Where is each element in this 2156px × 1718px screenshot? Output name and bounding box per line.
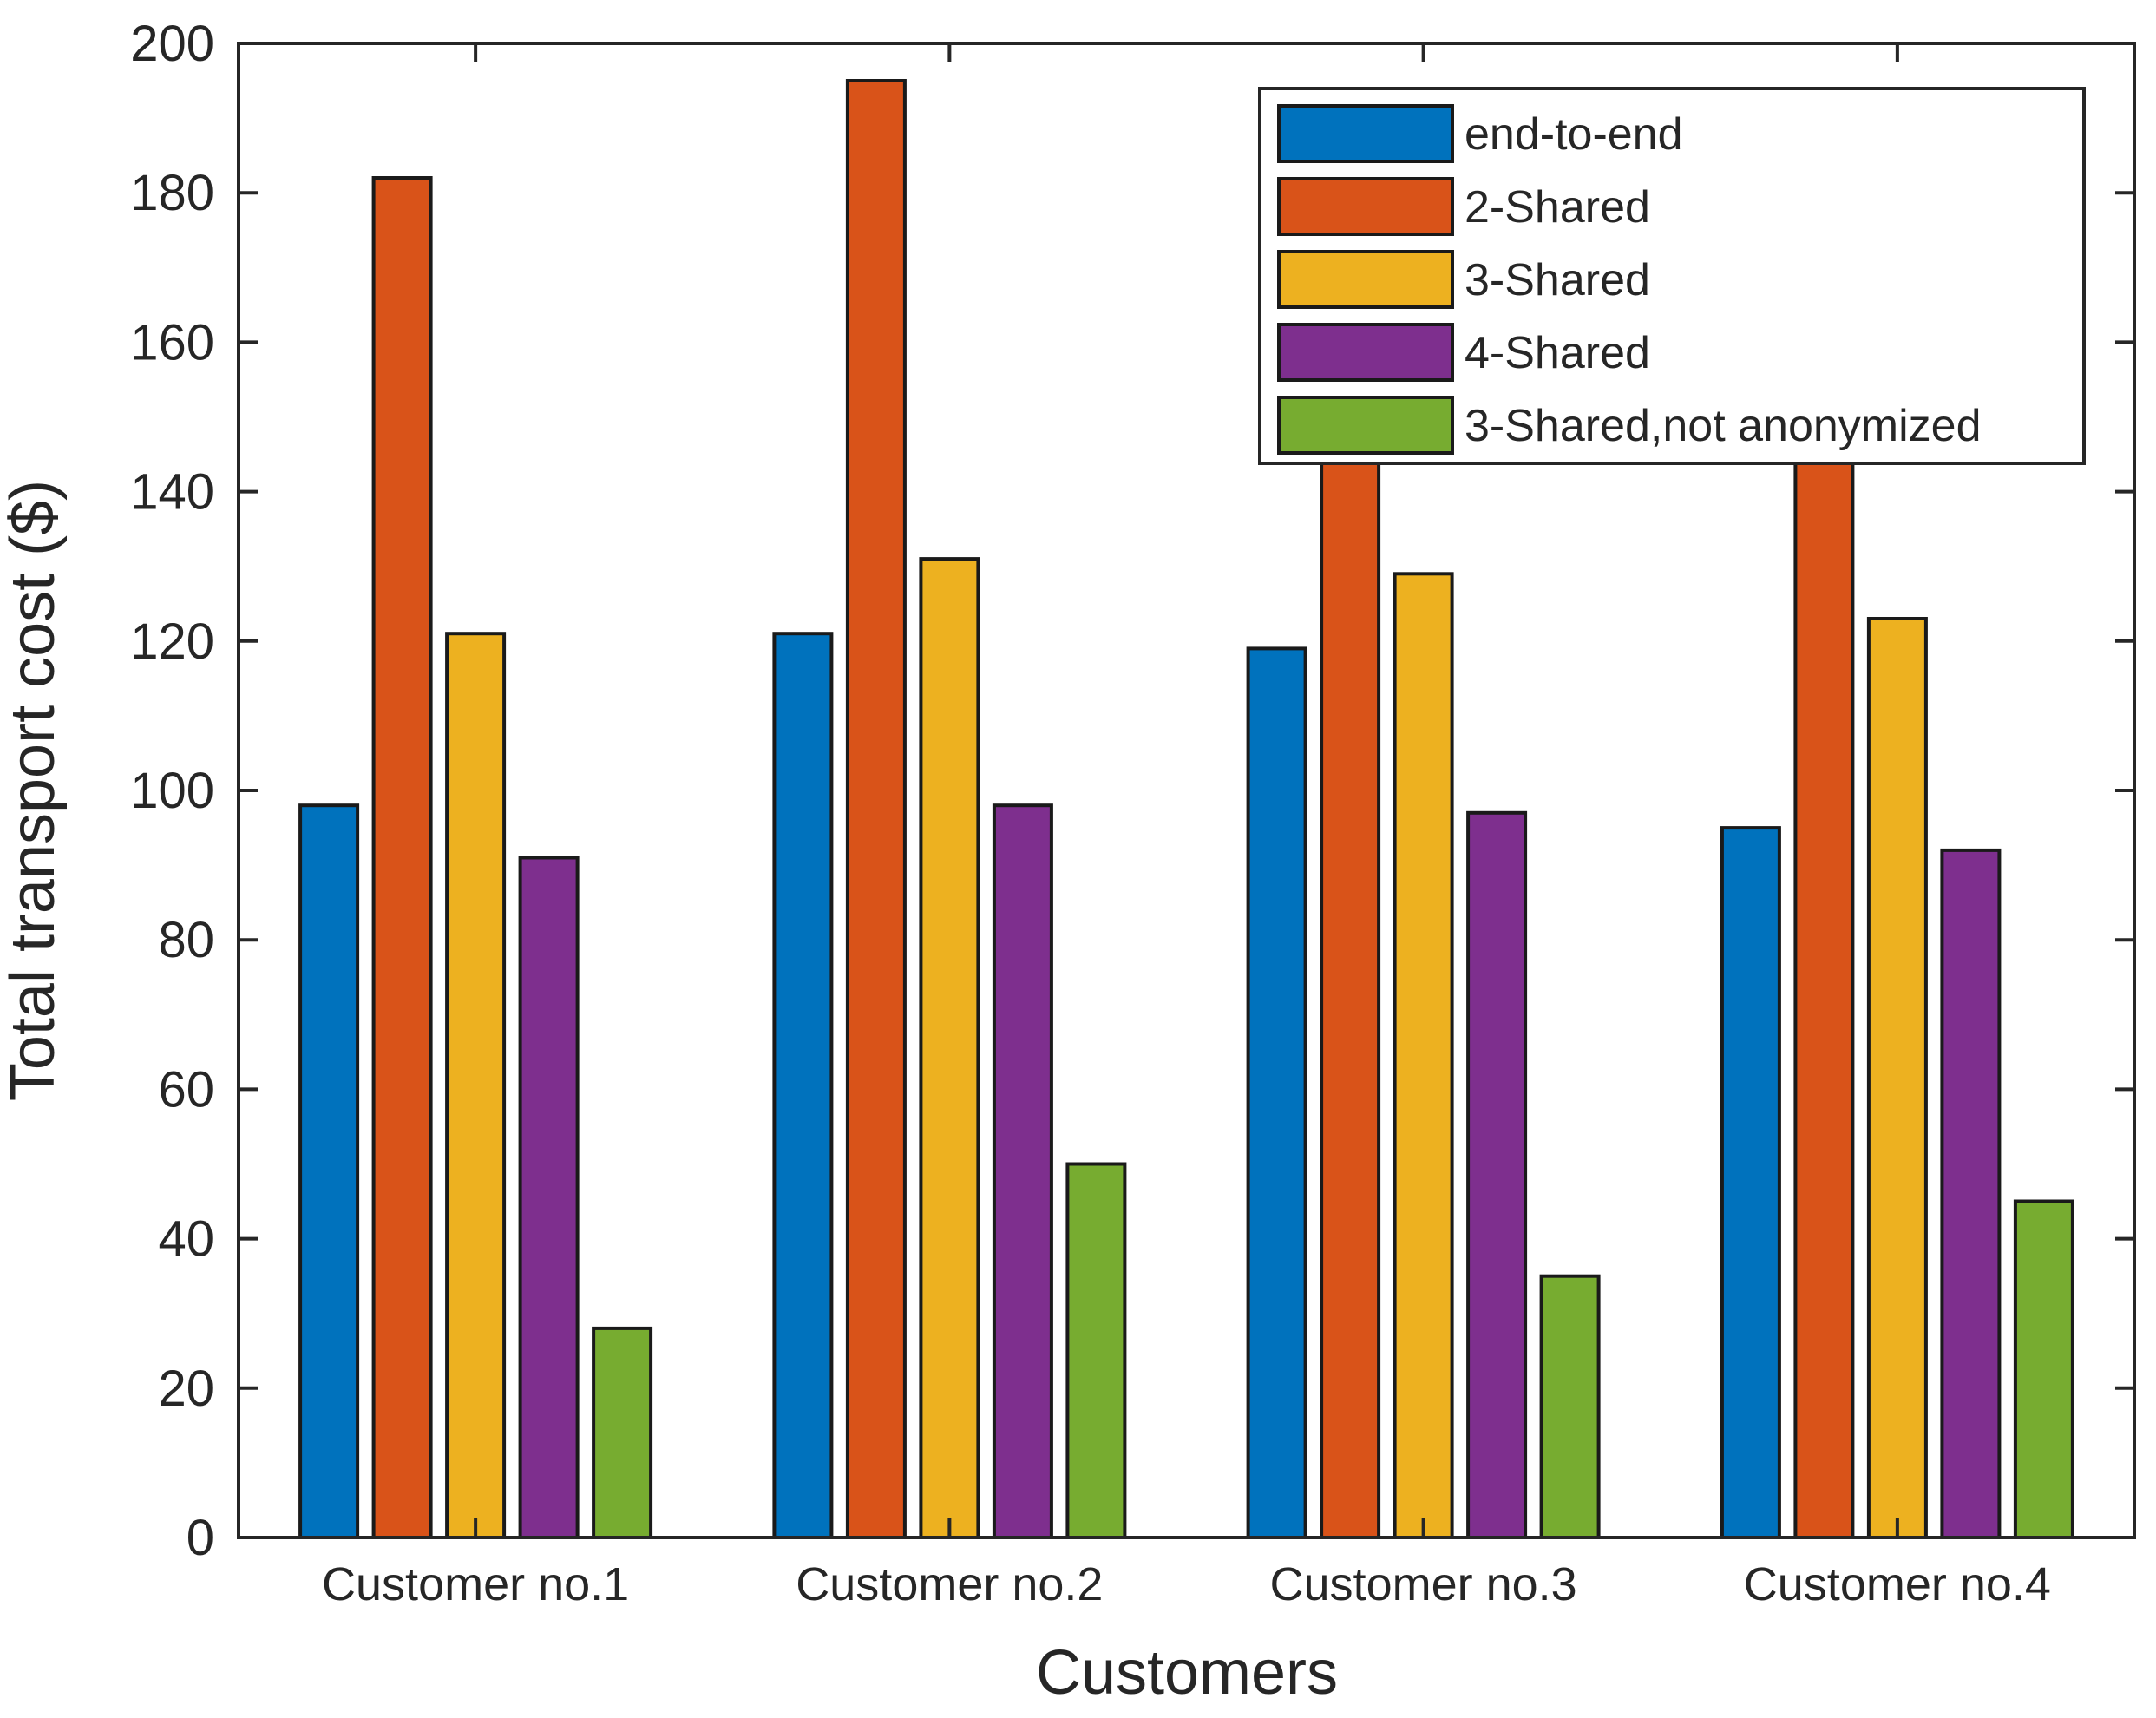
legend-label: 4-Shared [1465, 328, 1650, 378]
x-category-label: Customer no.4 [1744, 1558, 2051, 1610]
bar-2-4-shared [992, 803, 1053, 1539]
y-tick-label: 20 [158, 1361, 214, 1417]
bar-4-3-shared-not-anonymized [2013, 1199, 2074, 1539]
bar-3-2-shared [1320, 415, 1381, 1539]
legend-label: 2-Shared [1465, 182, 1650, 233]
legend-swatch [1277, 250, 1454, 309]
y-tick-label: 140 [130, 464, 214, 521]
x-category-label: Customer no.2 [796, 1558, 1103, 1610]
y-tick-label: 80 [158, 912, 214, 968]
y-tick-label: 0 [187, 1510, 214, 1566]
legend-swatch [1277, 323, 1454, 382]
bar-4-end-to-end [1720, 826, 1781, 1539]
bar-3-3-shared-not-anonymized [1539, 1274, 1601, 1539]
bar-3-end-to-end [1246, 646, 1307, 1539]
y-tick-label: 200 [130, 16, 214, 72]
legend-label: 3-Shared [1465, 255, 1650, 305]
bar-1-4-shared [518, 856, 580, 1539]
bar-3-3-shared [1393, 572, 1454, 1539]
x-category-label: Customer no.1 [322, 1558, 629, 1610]
bar-4-4-shared [1940, 848, 2002, 1539]
bar-1-3-shared [445, 632, 507, 1540]
legend-label: 3-Shared,not anonymized [1465, 401, 1982, 451]
y-tick-label: 180 [130, 165, 214, 221]
x-axis-title: Customers [1036, 1638, 1338, 1708]
y-tick-label: 60 [158, 1061, 214, 1118]
x-category-label: Customer no.3 [1270, 1558, 1577, 1610]
bar-2-3-shared [919, 557, 980, 1539]
bar-3-4-shared [1466, 810, 1528, 1539]
bar-2-3-shared-not-anonymized [1065, 1162, 1127, 1539]
y-tick-label: 120 [130, 613, 214, 670]
bar-1-3-shared-not-anonymized [592, 1326, 653, 1540]
bar-1-end-to-end [298, 803, 360, 1539]
x-categories-layer: Customer no.1 Customer no.2 Customer no.3 C… [322, 43, 2051, 1610]
bar-1-2-shared [371, 176, 433, 1539]
y-tick-label: 100 [130, 763, 214, 819]
legend-swatch [1277, 177, 1454, 236]
bars-layer [298, 79, 2074, 1540]
legend-swatch [1277, 104, 1454, 163]
legend: end-to-end 2-Shared 3-Shared 4-Shared 3-Shar… [1258, 87, 2086, 465]
y-tick-label: 160 [130, 314, 214, 370]
legend-swatch [1277, 396, 1454, 455]
bar-4-2-shared [1793, 415, 1855, 1539]
legend-label: end-to-end [1465, 109, 1683, 160]
y-ticks-layer: 0 20 40 60 80 100 120 140 160 180 200 [130, 16, 2134, 1566]
bar-2-end-to-end [772, 632, 834, 1540]
bar-2-2-shared [845, 79, 907, 1539]
bar-4-3-shared [1866, 617, 1928, 1539]
y-tick-label: 40 [158, 1211, 214, 1268]
y-axis-title: Total transport cost ($) [0, 480, 68, 1101]
